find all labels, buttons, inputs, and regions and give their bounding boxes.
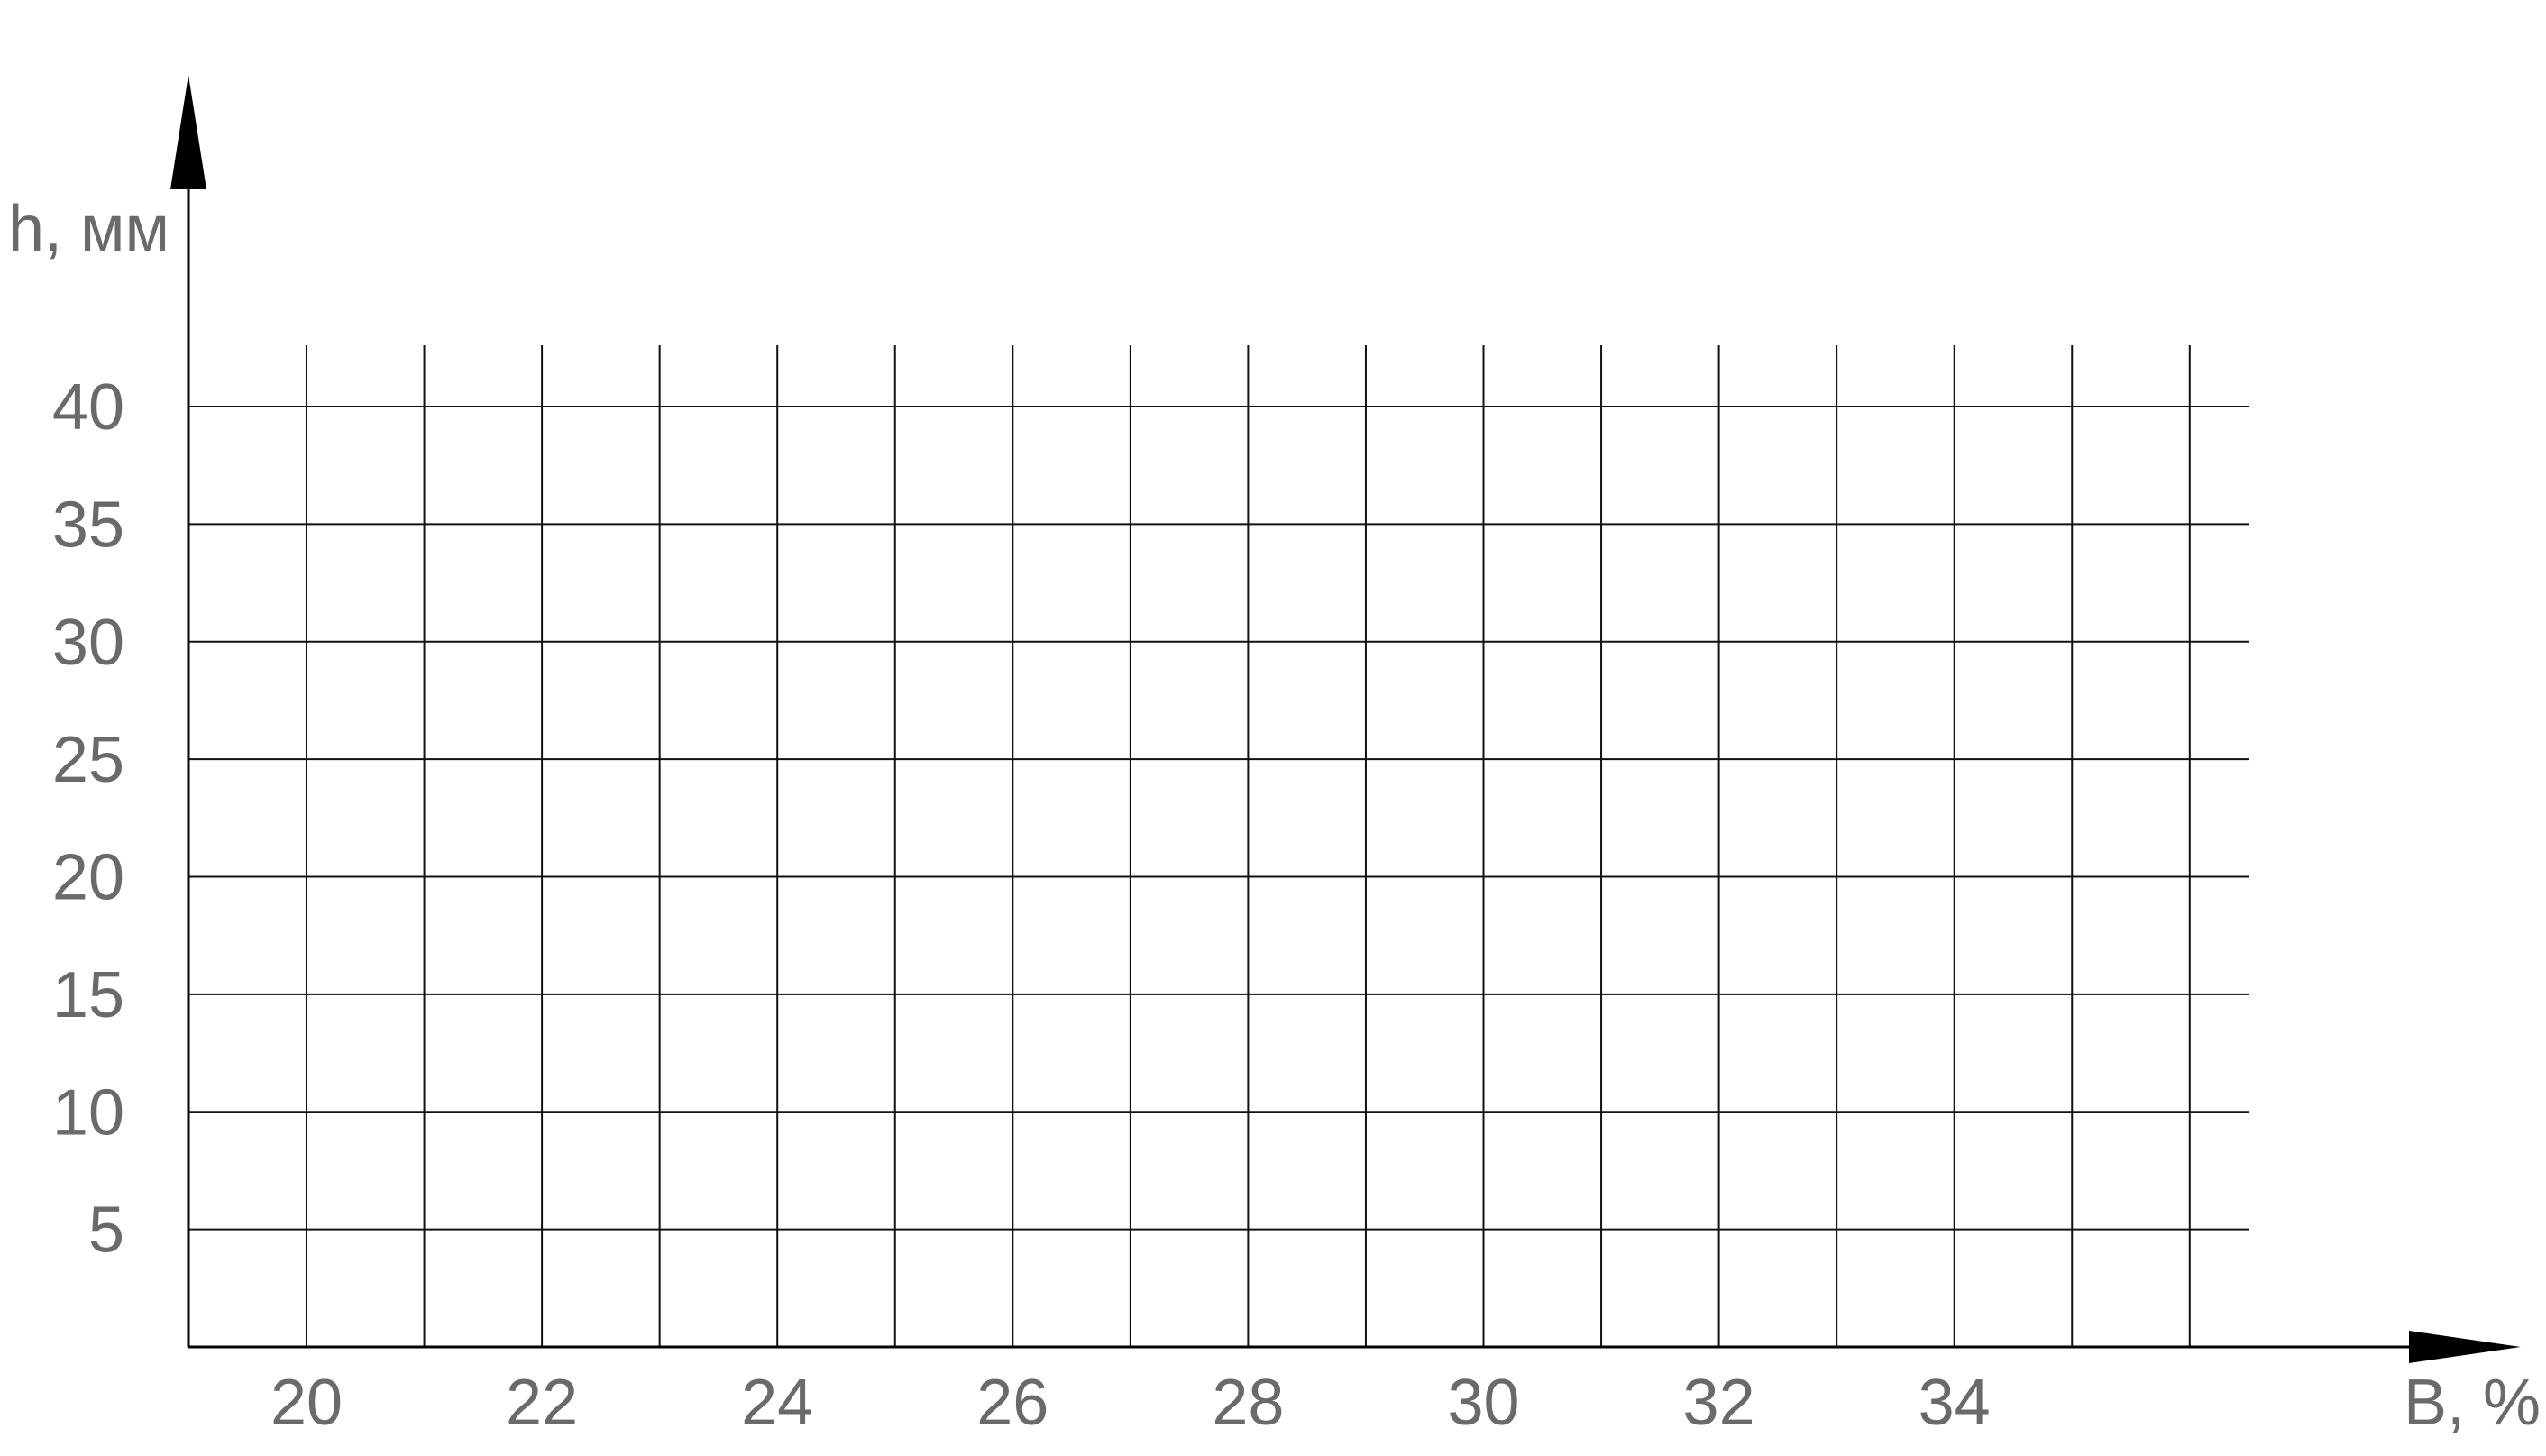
x-tick-labels: 20 22 24 26 28 30 32 34 [270,1367,1991,1439]
y-tick-label: 5 [88,1195,124,1267]
y-tick-label: 15 [52,959,124,1031]
y-axis-label: h, мм [8,193,169,265]
x-tick-label: 26 [976,1367,1049,1439]
x-tick-label: 22 [506,1367,578,1439]
x-tick-label: 34 [1919,1367,1991,1439]
y-tick-label: 30 [52,607,124,679]
axes [170,75,2521,1363]
y-axis-arrow-icon [170,75,206,189]
x-tick-label: 32 [1683,1367,1755,1439]
y-tick-label: 20 [52,842,124,914]
x-tick-label: 24 [741,1367,813,1439]
x-tick-label: 20 [270,1367,343,1439]
y-tick-label: 10 [52,1076,124,1149]
y-tick-label: 35 [52,489,124,561]
x-tick-label: 28 [1212,1367,1284,1439]
y-tick-labels: 5 10 15 20 25 30 35 40 [52,371,124,1267]
x-axis-label: B, % [2404,1367,2541,1439]
y-tick-label: 40 [52,371,124,444]
x-tick-label: 30 [1447,1367,1519,1439]
y-tick-label: 25 [52,724,124,796]
grid [188,345,2249,1347]
x-axis-arrow-icon [2409,1331,2521,1363]
